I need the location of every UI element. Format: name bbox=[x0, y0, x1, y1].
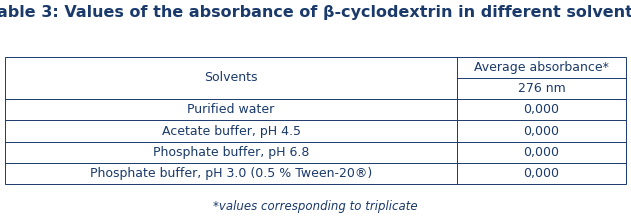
Text: *values corresponding to triplicate: *values corresponding to triplicate bbox=[213, 199, 418, 213]
Text: 0,000: 0,000 bbox=[524, 146, 560, 159]
Text: Average absorbance*: Average absorbance* bbox=[474, 61, 609, 74]
Text: Acetate buffer, pH 4.5: Acetate buffer, pH 4.5 bbox=[162, 124, 300, 138]
Text: Solvents: Solvents bbox=[204, 72, 258, 84]
Text: Table 3: Values of the absorbance of β-cyclodextrin in different solvents: Table 3: Values of the absorbance of β-c… bbox=[0, 5, 631, 20]
Text: 0,000: 0,000 bbox=[524, 167, 560, 180]
Text: Purified water: Purified water bbox=[187, 103, 274, 116]
Text: Phosphate buffer, pH 3.0 (0.5 % Tween-20®): Phosphate buffer, pH 3.0 (0.5 % Tween-20… bbox=[90, 167, 372, 180]
Text: 0,000: 0,000 bbox=[524, 124, 560, 138]
Text: 276 nm: 276 nm bbox=[517, 82, 565, 95]
Text: Phosphate buffer, pH 6.8: Phosphate buffer, pH 6.8 bbox=[153, 146, 309, 159]
Text: 0,000: 0,000 bbox=[524, 103, 560, 116]
